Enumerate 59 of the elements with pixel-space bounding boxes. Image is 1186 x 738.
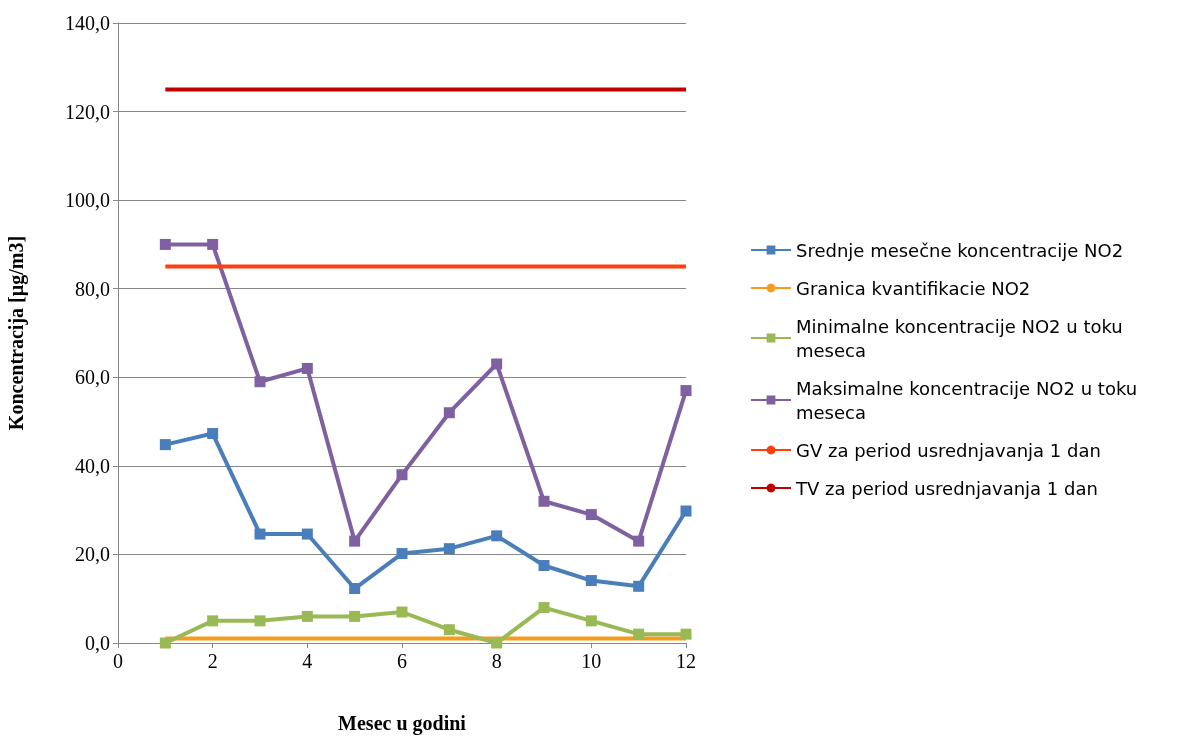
point <box>680 505 692 517</box>
y-axis-title: Koncentracija [µg/m3] <box>5 235 28 431</box>
point <box>159 637 171 649</box>
legend-label: TV za period usrednjavanja 1 dan <box>795 477 1098 499</box>
legend-label: Srednje mesečne koncentracije NO2 <box>796 239 1124 261</box>
point <box>301 610 313 622</box>
point <box>396 606 408 618</box>
point <box>159 238 171 250</box>
point <box>207 615 219 627</box>
x-tick-label: 4 <box>302 650 313 672</box>
x-tick-label: 0 <box>113 650 123 672</box>
legend-label: Minimalne koncentracije NO2 u toku meseca <box>796 315 1129 361</box>
point <box>585 509 597 521</box>
point <box>349 583 361 595</box>
point <box>443 407 455 419</box>
point <box>633 535 645 547</box>
x-tick-label: 2 <box>207 650 218 672</box>
point <box>538 495 550 507</box>
y-tick-label: 20,0 <box>75 543 110 566</box>
point <box>349 610 361 622</box>
point <box>207 428 219 440</box>
point <box>585 575 597 587</box>
point <box>443 543 455 555</box>
point <box>396 469 408 481</box>
point <box>491 530 503 542</box>
legend-label: Maksimalne koncentracije NO2 u toku meseca <box>796 377 1143 423</box>
y-tick-label: 140,0 <box>65 12 110 34</box>
point <box>159 439 171 451</box>
x-axis-title: Mesec u godini <box>338 712 467 735</box>
point <box>301 528 313 540</box>
point <box>396 548 408 560</box>
y-tick-label: 60,0 <box>75 366 110 389</box>
point <box>349 535 361 547</box>
point <box>633 580 645 592</box>
point <box>585 615 597 627</box>
point <box>443 624 455 636</box>
point <box>538 560 550 571</box>
y-tick-label: 100,0 <box>65 189 110 212</box>
point <box>680 628 692 640</box>
x-tick-label: 10 <box>581 650 602 672</box>
x-tick-label: 12 <box>676 650 696 672</box>
point <box>254 615 266 627</box>
point <box>301 362 313 374</box>
point <box>254 376 266 388</box>
point <box>207 238 219 250</box>
point <box>680 385 692 397</box>
y-tick-label: 80,0 <box>75 277 110 300</box>
point <box>538 602 550 614</box>
point <box>254 528 266 540</box>
y-tick-label: 120,0 <box>65 100 110 123</box>
point <box>491 637 503 649</box>
point <box>491 358 503 370</box>
x-tick-label: 6 <box>397 650 407 672</box>
legend-label: Granica kvantifikacie NO2 <box>796 277 1031 299</box>
legend-label: GV za period usrednjavanja 1 dan <box>796 439 1101 461</box>
x-tick-label: 8 <box>491 650 502 672</box>
y-tick-label: 40,0 <box>75 454 110 477</box>
point <box>633 628 645 640</box>
y-tick-label: 0,0 <box>85 632 110 654</box>
